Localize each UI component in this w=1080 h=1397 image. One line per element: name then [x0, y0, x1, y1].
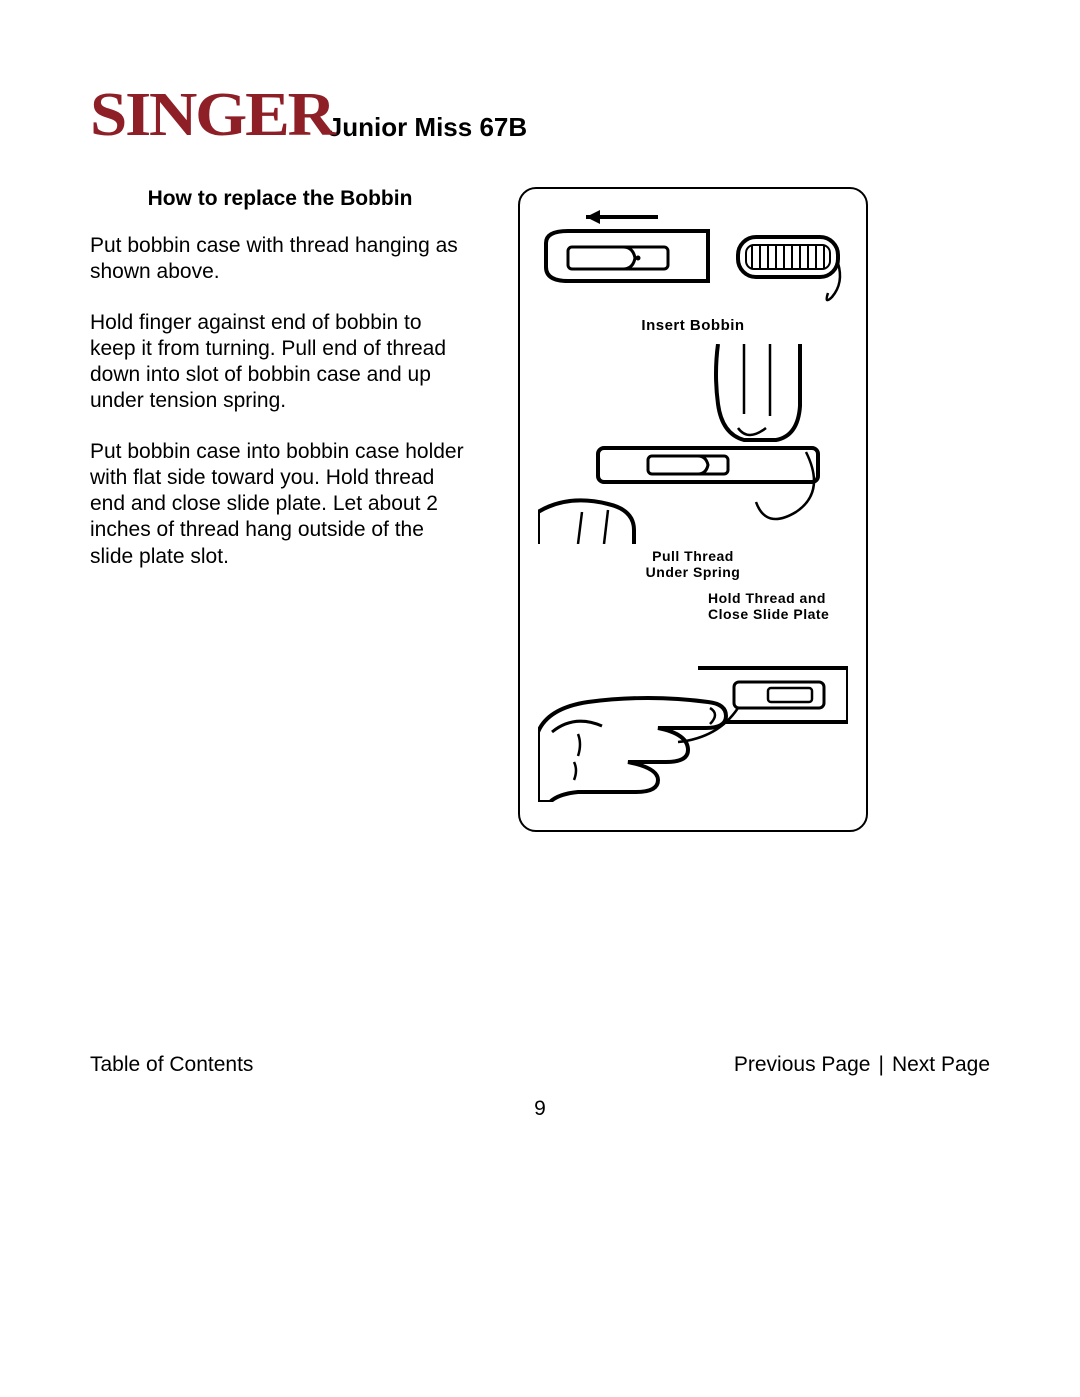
nav-separator: | — [878, 1053, 883, 1077]
page-number: 9 — [0, 1097, 1080, 1121]
page-header: SINGER Junior Miss 67B — [90, 80, 990, 151]
figure-caption: Pull Thread Under Spring — [538, 548, 848, 580]
figure-column: Insert Bobbin — [510, 187, 990, 832]
page-nav: Previous Page | Next Page — [734, 1053, 990, 1077]
instruction-figure: Insert Bobbin — [518, 187, 868, 832]
page-content: How to replace the Bobbin Put bobbin cas… — [90, 187, 990, 832]
next-page-link[interactable]: Next Page — [892, 1053, 990, 1077]
figure-panel-close-plate: Hold Thread and Close Slide Plate — [538, 590, 848, 802]
toc-link[interactable]: Table of Contents — [90, 1053, 253, 1077]
manual-page: SINGER Junior Miss 67B How to replace th… — [0, 0, 1080, 1397]
paragraph: Put bobbin case with thread hanging as s… — [90, 233, 470, 286]
brand-logo: SINGER — [90, 80, 334, 151]
prev-page-link[interactable]: Previous Page — [734, 1053, 871, 1077]
paragraph: Put bobbin case into bobbin case holder … — [90, 439, 470, 570]
figure-caption: Hold Thread and Close Slide Plate — [708, 590, 848, 622]
page-footer: Table of Contents Previous Page | Next P… — [90, 1053, 990, 1077]
text-column: How to replace the Bobbin Put bobbin cas… — [90, 187, 470, 832]
section-title: How to replace the Bobbin — [90, 187, 470, 211]
figure-caption: Insert Bobbin — [538, 317, 848, 334]
figure-panel-pull-thread: Pull Thread Under Spring — [538, 344, 848, 580]
paragraph: Hold finger against end of bobbin to kee… — [90, 310, 470, 415]
figure-panel-insert-bobbin: Insert Bobbin — [538, 203, 848, 334]
model-name: Junior Miss 67B — [328, 112, 527, 151]
